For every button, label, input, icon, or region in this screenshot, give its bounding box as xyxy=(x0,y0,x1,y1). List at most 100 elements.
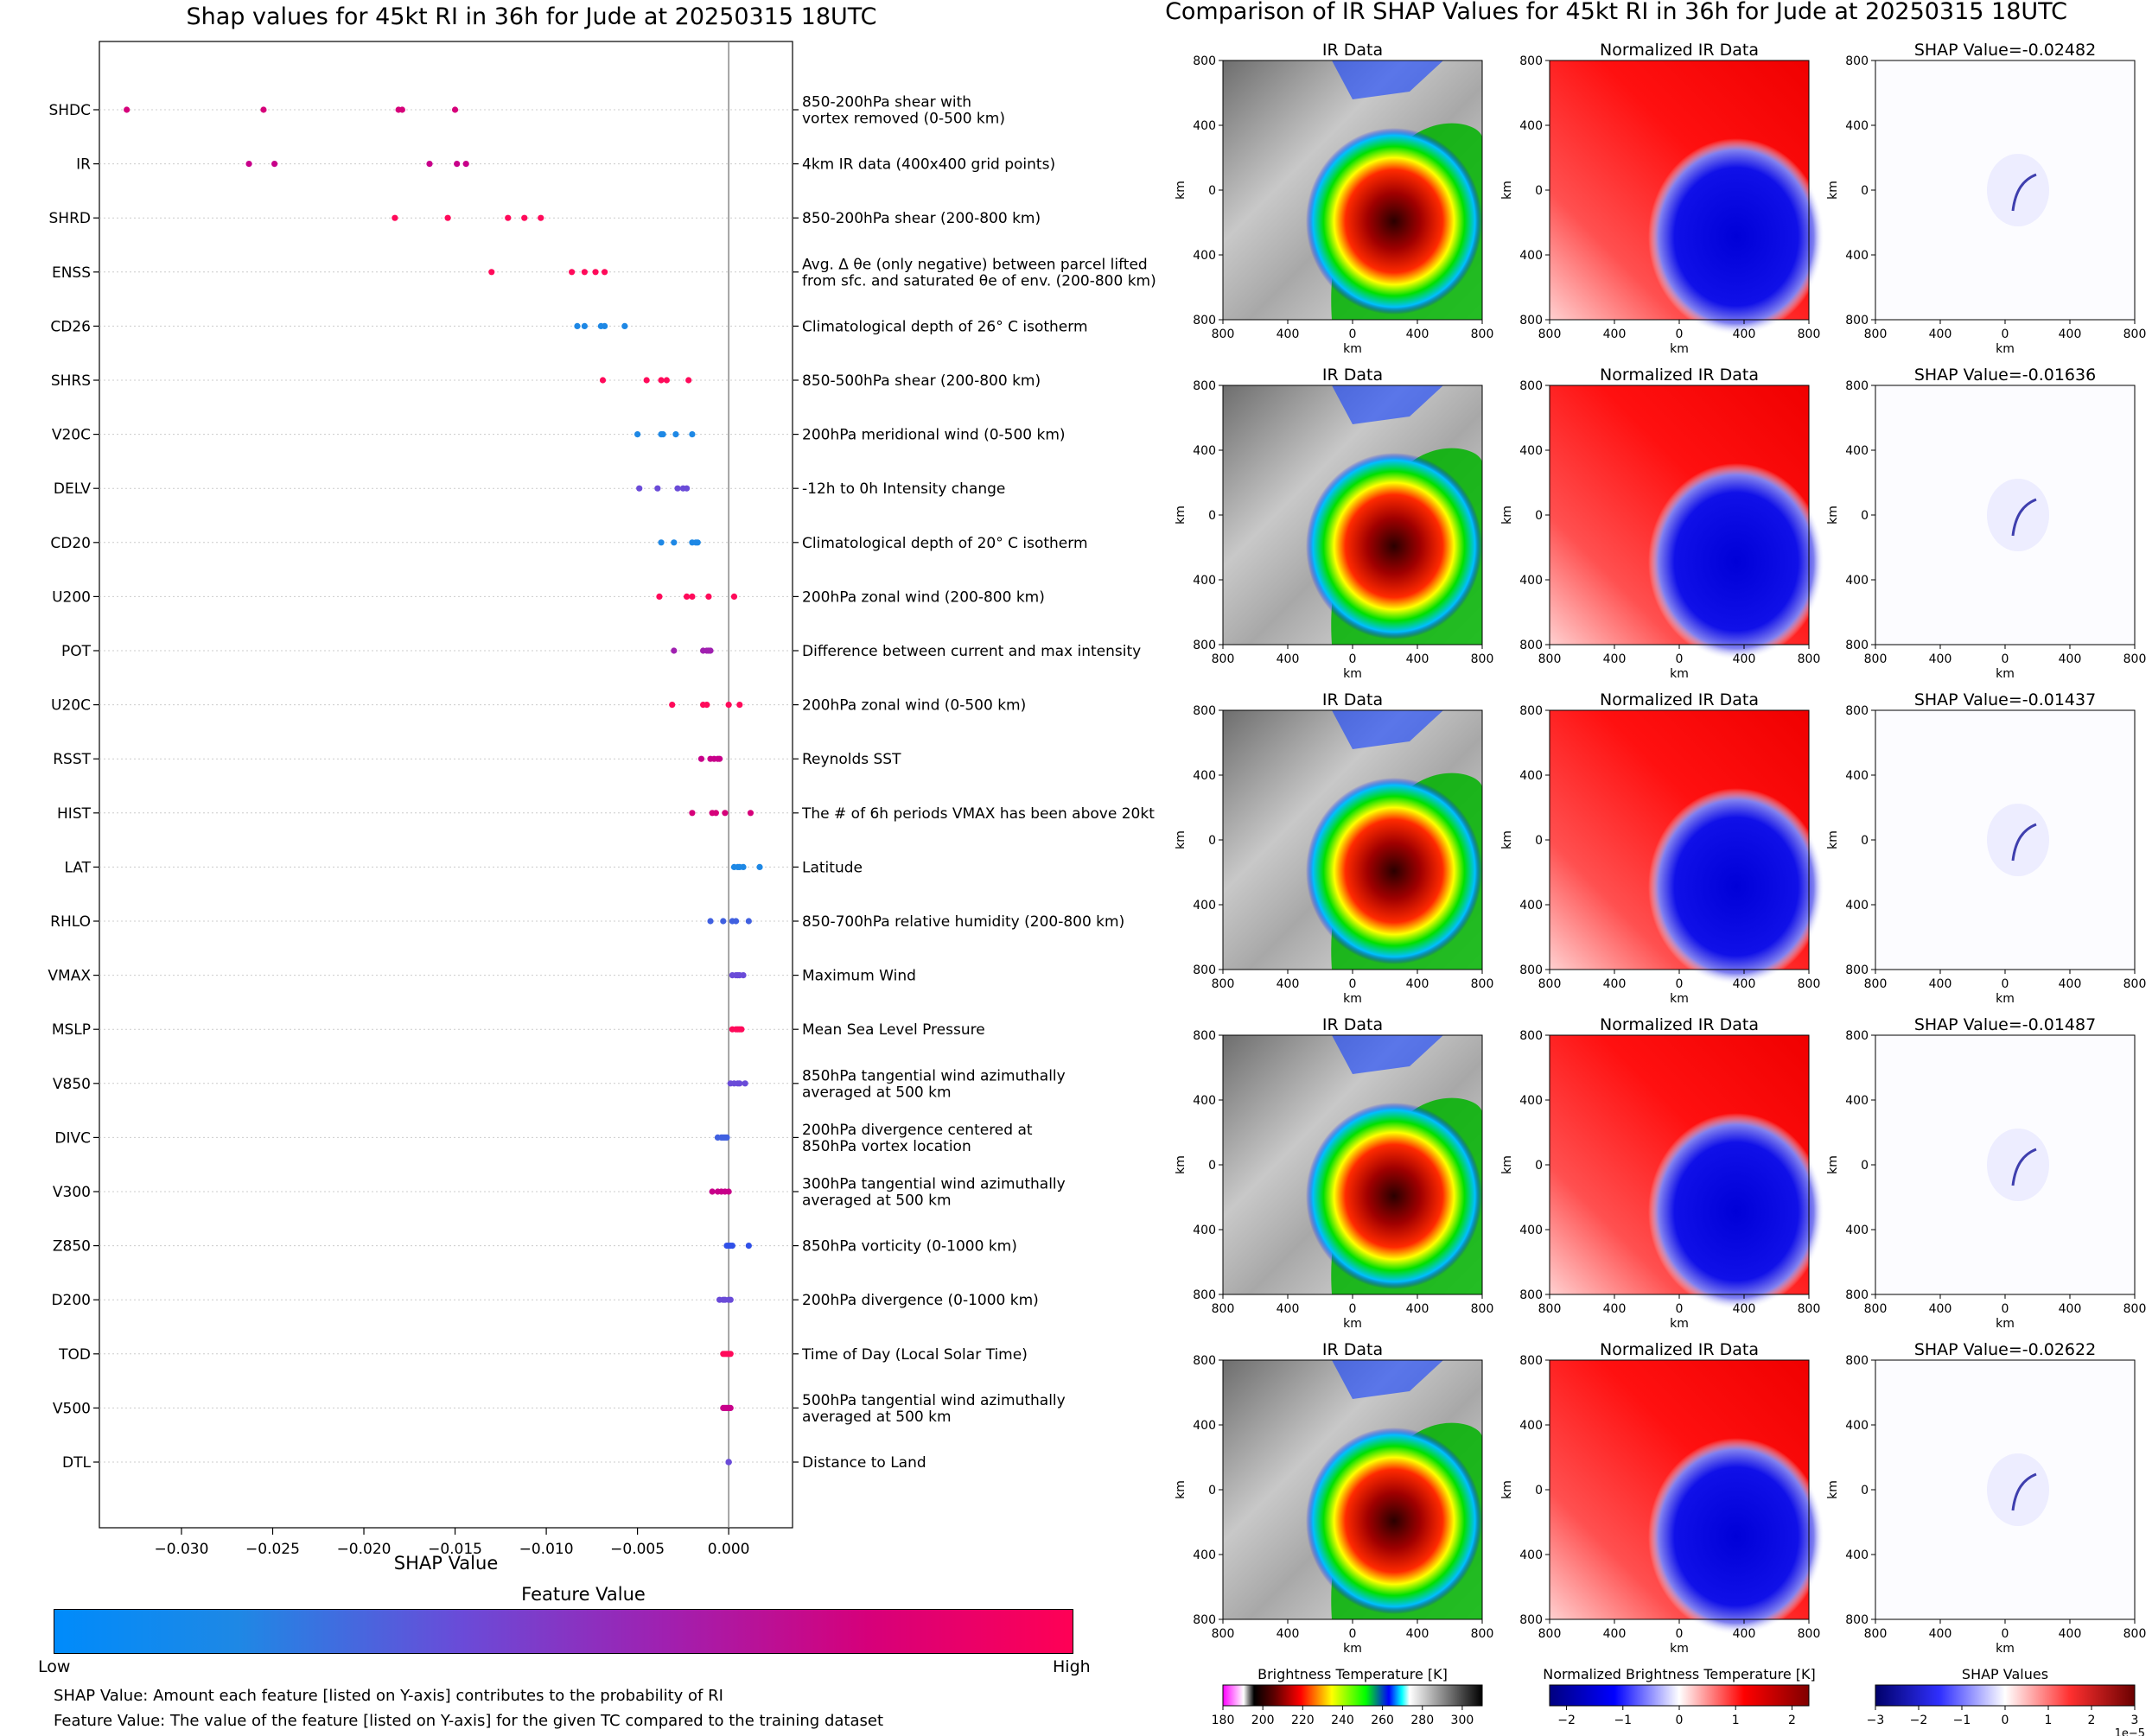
feature-desc-enss: Avg. Δ θe (only negative) between parcel… xyxy=(802,256,1148,273)
brightness-temp-colorbar-title: Brightness Temperature [K] xyxy=(1257,1666,1448,1682)
plot-frame xyxy=(99,41,793,1529)
feature-desc-shdc: 850-200hPa shear with xyxy=(802,94,971,111)
ir-row-4: IR Data80080040040000400400800800kmkmNor… xyxy=(1175,1015,2146,1331)
normalized-ir-xlabel: km xyxy=(1670,992,1689,1006)
shap-point-ir xyxy=(462,161,469,168)
normalized-ir-xtick-label: 400 xyxy=(1603,977,1627,991)
shap-map-xtick-label: 400 xyxy=(2059,652,2082,666)
shap-point-shrd xyxy=(538,214,544,221)
shap-map-ylabel: km xyxy=(1826,830,1840,849)
shap-map-ytick-label: 800 xyxy=(1845,54,1869,68)
shap-map-panel: SHAP Value=-0.01487800800400400004004008… xyxy=(1826,1015,2146,1331)
normalized-ir-ytick-label: 0 xyxy=(1535,509,1543,523)
shap-map-title: SHAP Value=-0.02622 xyxy=(1914,1340,2096,1359)
shap-point-delv xyxy=(636,485,643,492)
shap-map-panel: SHAP Value=-0.02622800800400400004004008… xyxy=(1826,1340,2146,1656)
shap-map-xtick-label: 800 xyxy=(1864,652,1888,666)
shap-point-u200 xyxy=(656,593,663,601)
feature-code-v20c: V20C xyxy=(52,427,91,444)
x-axis-label: SHAP Value xyxy=(394,1553,499,1573)
brightness-temp-colorbar-tick-label: 240 xyxy=(1331,1714,1354,1727)
ir-data-ytick-label: 400 xyxy=(1193,1094,1216,1108)
shap-map-ytick-label: 800 xyxy=(1845,1288,1869,1302)
normalized-bt-colorbar-title: Normalized Brightness Temperature [K] xyxy=(1543,1666,1816,1682)
shap-point-dtl xyxy=(725,1459,732,1466)
normalized-ir-xtick-label: 400 xyxy=(1733,977,1756,991)
shap-point-u20c xyxy=(736,702,743,709)
shap-point-cd20 xyxy=(671,539,678,546)
shap-map-ytick-label: 400 xyxy=(1845,249,1869,263)
shap-map-xtick-label: 800 xyxy=(2123,977,2147,991)
normalized-ir-xtick-label: 800 xyxy=(1538,1302,1562,1316)
shap-values-colorbar-tick-label: −1 xyxy=(1953,1714,1971,1727)
normalized-ir-ytick-label: 800 xyxy=(1519,963,1543,977)
shap-map-ylabel: km xyxy=(1826,181,1840,200)
normalized-ir-xlabel: km xyxy=(1670,667,1689,681)
shap-point-lat xyxy=(756,863,763,871)
feature-code-v500: V500 xyxy=(53,1400,91,1417)
shap-map-ytick-label: 400 xyxy=(1845,1224,1869,1237)
shap-map-ytick-label: 0 xyxy=(1861,1484,1869,1498)
feature-desc-dtl: Distance to Land xyxy=(802,1454,926,1472)
shap-map-panel: SHAP Value=-0.01437800800400400004004008… xyxy=(1826,690,2146,1006)
normalized-ir-ytick-label: 400 xyxy=(1519,444,1543,458)
shap-point-u200 xyxy=(730,593,738,601)
normalized-ir-title: Normalized IR Data xyxy=(1600,1340,1759,1359)
feature-desc-ir: 4km IR data (400x400 grid points) xyxy=(802,156,1055,174)
shap-values-colorbar-tick-label: −2 xyxy=(1910,1714,1928,1727)
ir-data-title: IR Data xyxy=(1322,1340,1383,1359)
shap-point-divc xyxy=(723,1134,730,1141)
brightness-temp-colorbar-tick-label: 280 xyxy=(1410,1714,1434,1727)
feature-code-d200: D200 xyxy=(51,1292,91,1309)
ir-data-xtick-label: 800 xyxy=(1471,1302,1494,1316)
shap-map-xtick-label: 800 xyxy=(1864,1627,1888,1641)
normalized-ir-ytick-label: 400 xyxy=(1519,899,1543,913)
ir-data-xtick-label: 800 xyxy=(1212,1302,1235,1316)
normalized-ir-ytick-label: 800 xyxy=(1519,54,1543,68)
shap-point-z850 xyxy=(745,1243,752,1250)
shap-map-xtick-label: 0 xyxy=(2002,1627,2009,1641)
feature-desc-v300: averaged at 500 km xyxy=(802,1192,952,1210)
shap-point-hist xyxy=(712,810,719,817)
shap-map-title: SHAP Value=-0.01636 xyxy=(1914,366,2096,385)
shap-map-xtick-label: 0 xyxy=(2002,1302,2009,1316)
shap-map-ytick-label: 400 xyxy=(1845,119,1869,133)
normalized-ir-xtick-label: 0 xyxy=(1676,652,1684,666)
normalized-ir-xlabel: km xyxy=(1670,342,1689,356)
ir-row-5: IR Data80080040040000400400800800kmkmNor… xyxy=(1175,1340,2146,1656)
feature-code-hist: HIST xyxy=(57,805,92,823)
feature-desc-v300: 300hPa tangential wind azimuthally xyxy=(802,1176,1066,1193)
shap-map-ytick-label: 400 xyxy=(1845,444,1869,458)
shap-point-u20c xyxy=(669,702,676,709)
feature-code-divc: DIVC xyxy=(54,1129,91,1147)
shap-values-colorbar-title: SHAP Values xyxy=(1962,1666,2048,1682)
ir-data-xtick-label: 800 xyxy=(1212,327,1235,341)
normalized-ir-ylabel: km xyxy=(1500,506,1514,525)
left-title: Shap values for 45kt RI in 36h for Jude … xyxy=(186,3,877,30)
normalized-ir-xtick-label: 800 xyxy=(1798,652,1821,666)
ir-data-ytick-label: 0 xyxy=(1208,834,1216,848)
feature-desc-mslp: Mean Sea Level Pressure xyxy=(802,1021,985,1039)
shap-point-ir xyxy=(245,161,252,168)
feature-desc-lat: Latitude xyxy=(802,859,863,876)
normalized-ir-xlabel: km xyxy=(1670,1317,1689,1331)
feature-desc-shrs: 850-500hPa shear (200-800 km) xyxy=(802,372,1041,390)
shap-point-v20c xyxy=(659,431,666,438)
brightness-temp-colorbar-tick-label: 200 xyxy=(1251,1714,1275,1727)
shap-point-v300 xyxy=(709,1188,716,1195)
normalized-ir-xtick-label: 800 xyxy=(1798,1627,1821,1641)
shap-map-ytick-label: 400 xyxy=(1845,574,1869,588)
shap-map-ytick-label: 800 xyxy=(1845,314,1869,327)
note-feature-value: Feature Value: The value of the feature … xyxy=(54,1712,884,1730)
shap-point-v500 xyxy=(727,1404,734,1411)
normalized-ir-ytick-label: 0 xyxy=(1535,1159,1543,1173)
shap-point-shrs xyxy=(643,377,650,384)
shap-map-ylabel: km xyxy=(1826,1480,1840,1499)
brightness-temp-colorbar: Brightness Temperature [K] 180 200 220 240 26… xyxy=(1212,1666,1483,1727)
shap-point-shrs xyxy=(599,377,607,384)
shap-map-xtick-label: 0 xyxy=(2002,977,2009,991)
ir-data-xtick-label: 800 xyxy=(1212,1627,1235,1641)
shap-point-rhlo xyxy=(745,918,752,925)
